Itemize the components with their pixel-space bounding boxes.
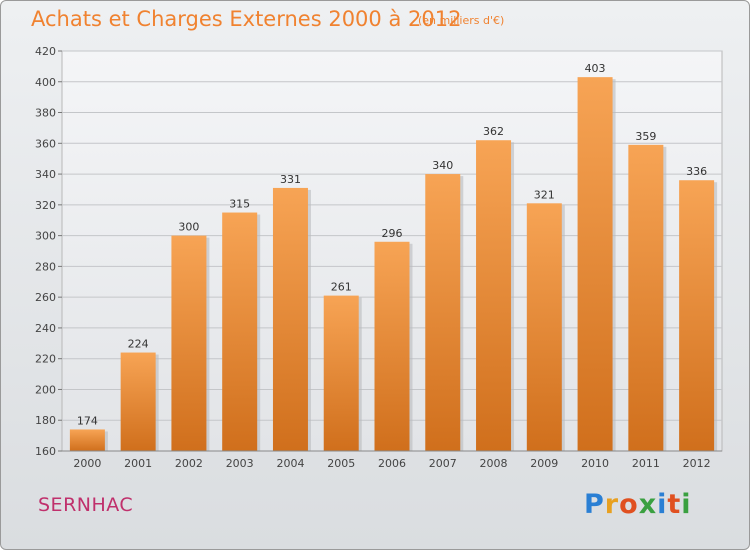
bar-2004 <box>272 187 308 451</box>
y-tick-label: 420 <box>35 45 56 58</box>
y-tick-label: 260 <box>35 291 56 304</box>
value-label-2011: 359 <box>635 130 656 143</box>
brand-letter: t <box>667 489 682 520</box>
brand-letter: i <box>681 489 692 520</box>
x-tick-label-2000: 2000 <box>73 457 101 470</box>
chart-unit-label: (en milliers d'€) <box>418 14 505 27</box>
x-tick-label-2007: 2007 <box>429 457 457 470</box>
y-tick-label: 300 <box>35 230 56 243</box>
y-tick-label: 280 <box>35 260 56 273</box>
brand-letter: i <box>657 489 668 520</box>
value-label-2012: 336 <box>686 165 707 178</box>
x-tick-label-2010: 2010 <box>581 457 609 470</box>
y-axis: 160 180 200 220 240 260 280 300 320 340 360 380 400 4… <box>35 45 62 458</box>
brand-letter: o <box>619 489 639 520</box>
brand-logo: Proxiti <box>584 489 692 520</box>
x-tick-label-2009: 2009 <box>530 457 558 470</box>
chart-title: Achats et Charges Externes 2000 à 2012 <box>31 7 462 31</box>
value-label-2003: 315 <box>229 198 250 211</box>
commune-name: SERNHAC <box>38 494 134 516</box>
bar-2005 <box>323 295 359 451</box>
y-tick-label: 240 <box>35 322 56 335</box>
bar-2000 <box>69 429 105 451</box>
brand-letter: r <box>604 489 620 520</box>
bars: 174 224 300 315 331 261 296 340 362 321 403 359 336 <box>69 62 718 452</box>
x-tick-label-2012: 2012 <box>683 457 711 470</box>
value-label-2010: 403 <box>585 62 606 75</box>
bar-2008 <box>476 140 512 451</box>
bar-2002 <box>171 235 207 451</box>
bar-2001 <box>120 352 156 451</box>
x-tick-label-2008: 2008 <box>480 457 508 470</box>
value-label-2009: 321 <box>534 188 555 201</box>
bar-2003 <box>222 212 258 451</box>
value-label-2002: 300 <box>178 221 199 234</box>
value-label-2006: 296 <box>382 227 403 240</box>
bar-2010 <box>577 77 613 452</box>
bar-2006 <box>374 241 410 451</box>
x-tick-label-2001: 2001 <box>124 457 152 470</box>
y-tick-label: 220 <box>35 353 56 366</box>
x-tick-label-2011: 2011 <box>632 457 660 470</box>
x-tick-label-2003: 2003 <box>226 457 254 470</box>
value-label-2008: 362 <box>483 125 504 138</box>
y-tick-label: 380 <box>35 107 56 120</box>
brand-letter: P <box>584 489 605 520</box>
y-tick-label: 360 <box>35 137 56 150</box>
value-label-2000: 174 <box>77 414 98 427</box>
y-tick-label: 340 <box>35 168 56 181</box>
bar-2012 <box>679 180 715 451</box>
x-tick-label-2005: 2005 <box>327 457 355 470</box>
value-label-2001: 224 <box>128 338 149 351</box>
y-tick-label: 400 <box>35 76 56 89</box>
x-tick-label-2004: 2004 <box>276 457 304 470</box>
y-tick-label: 320 <box>35 199 56 212</box>
value-label-2005: 261 <box>331 281 352 294</box>
x-tick-label-2002: 2002 <box>175 457 203 470</box>
value-label-2004: 331 <box>280 173 301 186</box>
bar-2011 <box>628 144 664 451</box>
bar-2009 <box>526 203 562 451</box>
y-tick-label: 160 <box>35 445 56 458</box>
brand-letter: x <box>638 489 658 520</box>
x-axis: 2000 2001 2002 2003 2004 2005 2006 2007 2008 2009… <box>62 450 722 470</box>
bar-2007 <box>425 174 461 452</box>
x-tick-label-2006: 2006 <box>378 457 406 470</box>
y-tick-label: 180 <box>35 414 56 427</box>
value-label-2007: 340 <box>432 159 453 172</box>
y-tick-label: 200 <box>35 383 56 396</box>
